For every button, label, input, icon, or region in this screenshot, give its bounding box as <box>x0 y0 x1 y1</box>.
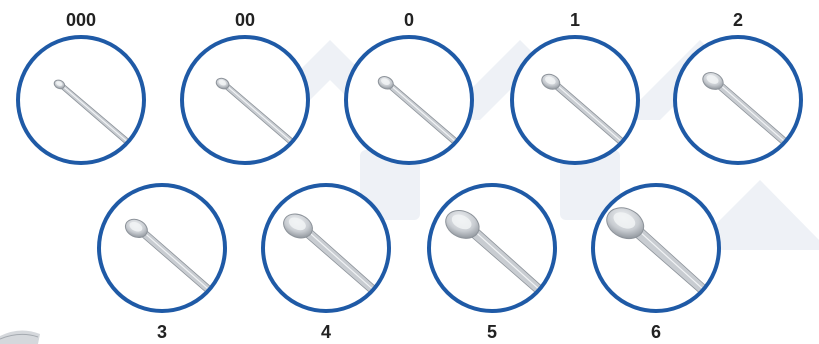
size-label-000: 000 <box>65 10 97 30</box>
curette-circle-000 <box>13 32 149 168</box>
size-label-0: 0 <box>403 10 414 30</box>
size-label-5: 5 <box>486 322 497 342</box>
blue-ring <box>180 35 310 165</box>
blue-ring <box>344 35 474 165</box>
blue-ring <box>510 35 640 165</box>
ear-curette-size-6-icon <box>591 183 721 313</box>
ear-curette-size-1-icon <box>510 35 640 165</box>
curette-circle-6 <box>588 180 724 316</box>
size-label-2: 2 <box>732 10 743 30</box>
size-label-00: 00 <box>234 10 256 30</box>
blue-ring <box>97 183 227 313</box>
blue-ring <box>261 183 391 313</box>
size-label-1: 1 <box>569 10 580 30</box>
size-label-3: 3 <box>156 322 167 342</box>
curette-circle-0 <box>341 32 477 168</box>
curette-circle-1 <box>507 32 643 168</box>
curette-circle-3 <box>94 180 230 316</box>
blue-ring <box>427 183 557 313</box>
ear-curette-size-00-icon <box>180 35 310 165</box>
size-label-6: 6 <box>650 322 661 342</box>
ear-curette-size-0-icon <box>344 35 474 165</box>
curette-circle-4 <box>258 180 394 316</box>
curette-circle-00 <box>177 32 313 168</box>
blue-ring <box>591 183 721 313</box>
blue-ring <box>16 35 146 165</box>
curette-circle-5 <box>424 180 560 316</box>
ear-curette-size-4-icon <box>261 183 391 313</box>
blue-ring <box>673 35 803 165</box>
ear-curette-size-5-icon <box>427 183 557 313</box>
ear-curette-size-000-icon <box>16 35 146 165</box>
size-label-4: 4 <box>320 322 331 342</box>
ear-curette-size-3-icon <box>97 183 227 313</box>
curette-circle-2 <box>670 32 806 168</box>
ear-curette-size-2-icon <box>673 35 803 165</box>
